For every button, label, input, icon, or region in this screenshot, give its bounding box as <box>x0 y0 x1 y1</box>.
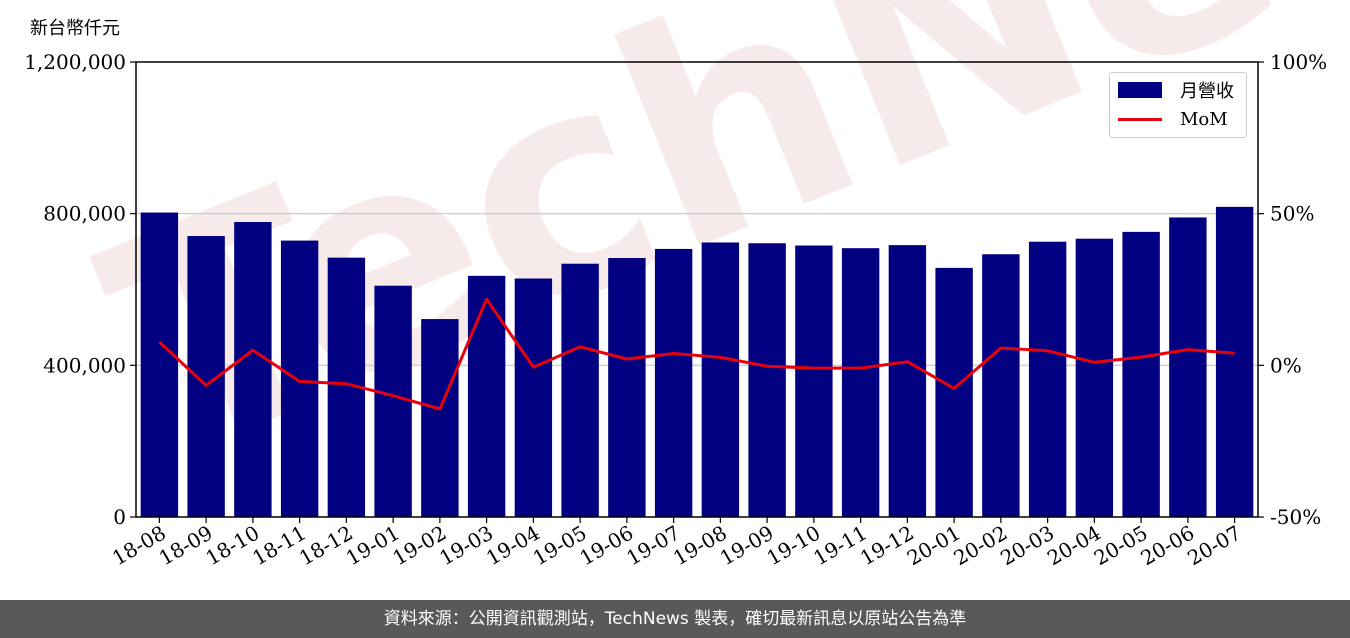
right-tick-label: -50% <box>1270 505 1321 529</box>
legend-item-mom: MoM <box>1118 106 1228 132</box>
revenue-bar-18-08 <box>140 212 179 517</box>
revenue-bar-19-03 <box>467 275 506 517</box>
right-tick-label: 50% <box>1270 202 1314 226</box>
revenue-bar-19-09 <box>748 243 786 517</box>
left-tick-label: 0 <box>113 505 126 529</box>
left-tick-label: 1,200,000 <box>24 50 126 74</box>
plot-frame <box>135 61 1259 518</box>
revenue-bar-20-02 <box>982 254 1020 518</box>
right-tick-label: 0% <box>1270 353 1302 377</box>
legend-label-mom: MoM <box>1180 108 1228 130</box>
left-tick-label: 800,000 <box>43 202 126 226</box>
revenue-bar-20-03 <box>1028 241 1067 517</box>
revenue-bar-18-11 <box>280 240 319 517</box>
legend-label-revenue: 月營收 <box>1180 81 1234 102</box>
legend-item-revenue: 月營收 <box>1118 77 1234 103</box>
revenue-bar-19-08 <box>701 242 740 517</box>
revenue-bar-19-12 <box>888 245 927 517</box>
revenue-bar-19-07 <box>654 248 693 517</box>
right-tick-label: 100% <box>1270 50 1327 74</box>
revenue-bar-20-05 <box>1122 231 1160 517</box>
revenue-bar-19-10 <box>795 245 833 517</box>
revenue-bar-20-01 <box>935 267 973 517</box>
revenue-bar-19-01 <box>374 285 412 517</box>
revenue-bar-19-02 <box>421 319 459 517</box>
y-axis-unit-label: 新台幣仟元 <box>30 18 120 39</box>
chart-area: TechNews 0400,000800,0001,200,000-50%0%5… <box>24 0 1350 571</box>
x-tick-label: 20-07 <box>1183 521 1245 571</box>
legend-bar-swatch <box>1118 82 1162 98</box>
revenue-bar-19-06 <box>608 258 646 517</box>
left-tick-label: 400,000 <box>43 353 126 377</box>
chart-legend: 月營收 MoM <box>1109 72 1247 138</box>
revenue-bar-20-07 <box>1215 206 1254 517</box>
revenue-bar-19-05 <box>561 263 599 517</box>
mom-line <box>158 297 1235 411</box>
revenue-bar-20-04 <box>1075 238 1114 518</box>
revenue-bar-18-10 <box>234 222 272 517</box>
revenue-bar-19-11 <box>841 248 880 517</box>
revenue-bar-20-06 <box>1169 217 1207 518</box>
revenue-bar-19-04 <box>514 278 553 517</box>
legend-line-swatch <box>1118 117 1162 121</box>
source-footer: 資料來源：公開資訊觀測站，TechNews 製表，確切最新訊息以原站公告為準 <box>0 600 1350 638</box>
